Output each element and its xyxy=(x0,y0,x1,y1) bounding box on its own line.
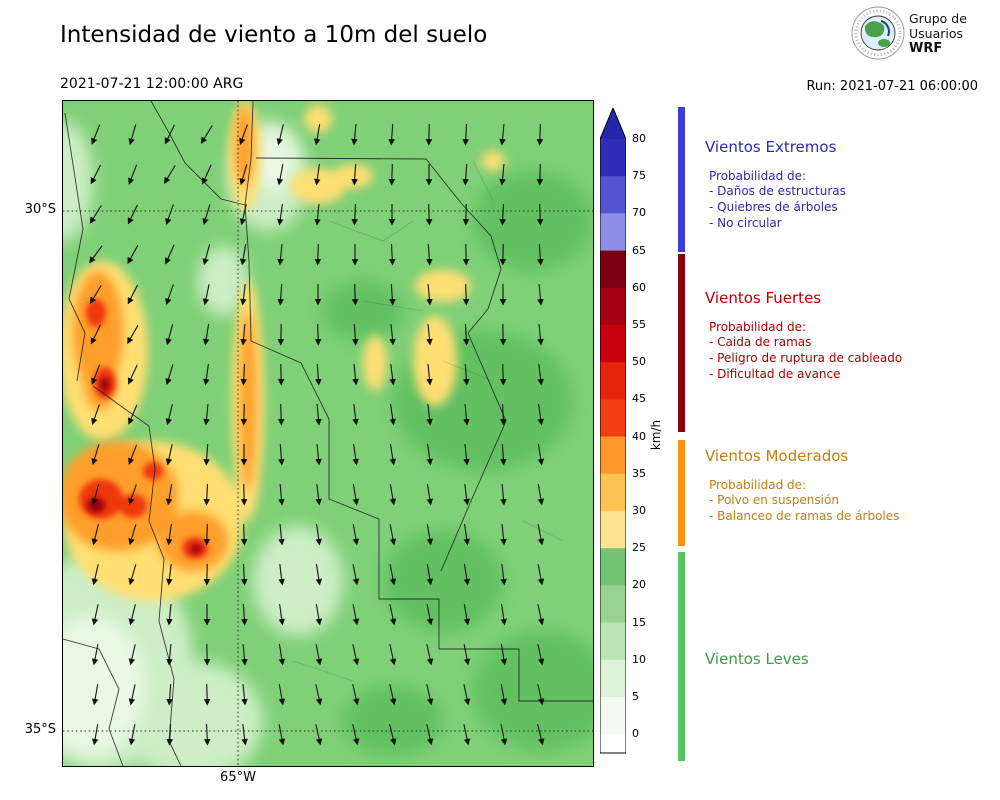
logo-line: Grupo de xyxy=(909,11,967,26)
colorbar-tick-label: 20 xyxy=(632,578,646,592)
colorbar-tick-label: 55 xyxy=(632,318,646,331)
page-title: Intensidad de viento a 10m del suelo xyxy=(60,22,488,48)
colorbar-unit-label: km/h xyxy=(649,419,663,451)
category-title: Vientos Leves xyxy=(705,650,809,668)
category-title: Vientos Extremos xyxy=(705,138,837,156)
colorbar-tick-label: 30 xyxy=(632,504,646,517)
category-title: Vientos Fuertes xyxy=(705,289,822,307)
colorbar-outline xyxy=(599,106,627,754)
colorbar-tick-label: 40 xyxy=(632,429,646,443)
category-bar-moderados xyxy=(678,440,685,546)
colorbar-segments xyxy=(600,139,626,735)
legend-category-moderados: Vientos Moderados Probabilidad de: - Pol… xyxy=(705,447,990,524)
colorbar-tick-label: 50 xyxy=(632,355,646,369)
category-item: - Quiebres de árboles xyxy=(709,200,838,214)
colorbar-tick-label: 80 xyxy=(632,132,646,145)
colorbar-tick-label: 5 xyxy=(632,690,639,703)
province-borders xyxy=(62,100,593,767)
legend-category-leves: Vientos Leves xyxy=(705,650,990,668)
lat-tick-label-30s: 30°S xyxy=(24,202,56,217)
category-bar-extremos xyxy=(678,107,685,252)
valid-time-label: 2021-07-21 12:00:00 ARG xyxy=(60,76,244,92)
category-item: - Dificultad de avance xyxy=(709,367,841,381)
probability-label: Probabilidad de: xyxy=(709,320,807,334)
category-item: - Caida de ramas xyxy=(709,335,812,349)
colorbar-tick-label: 75 xyxy=(632,169,646,183)
colorbar-tick-label: 65 xyxy=(632,243,646,257)
category-item: - Peligro de ruptura de cableado xyxy=(709,351,903,365)
category-bar-leves xyxy=(678,552,685,761)
lon-tick-label-65w: 65°W xyxy=(220,770,256,785)
colorbar-tick-label: 0 xyxy=(632,727,639,741)
logo-line-wrf: WRF xyxy=(909,41,943,56)
colorbar-tick-label: 45 xyxy=(632,392,646,406)
legend-category-fuertes: Vientos Fuertes Probabilidad de: - Caida… xyxy=(705,289,990,382)
wind-map-canvas xyxy=(13,100,613,781)
wrf-globe-logo-icon xyxy=(850,5,906,61)
probability-label: Probabilidad de: xyxy=(709,478,807,492)
run-time-label: Run: 2021-07-21 06:00:00 xyxy=(806,79,978,94)
category-item: - No circular xyxy=(709,216,782,230)
department-borders xyxy=(292,160,564,682)
map-plot xyxy=(13,100,613,781)
category-bar-fuertes xyxy=(678,254,685,432)
legend-category-extremos: Vientos Extremos Probabilidad de: - Daño… xyxy=(705,138,990,231)
colorbar-tick-label: 60 xyxy=(632,280,646,294)
colorbar-tick-label: 35 xyxy=(632,466,646,480)
graticule-gridlines xyxy=(63,101,593,766)
category-item: - Daños de estructuras xyxy=(709,184,846,198)
category-item: - Polvo en suspensión xyxy=(709,493,839,507)
colorbar-over-arrow xyxy=(600,108,626,139)
colorbar-tick-label: 70 xyxy=(632,206,646,220)
colorbar-under-segment xyxy=(600,734,626,753)
lat-tick-label-35s: 35°S xyxy=(24,722,56,737)
logo-line: Usuarios xyxy=(909,26,964,41)
category-title: Vientos Moderados xyxy=(705,447,849,465)
colorbar-tick-label: 25 xyxy=(632,541,646,555)
colorbar-tick-labels: 80 75 70 65 60 55 50 45 40 35 30 25 20 15 10 5 0 xyxy=(632,108,662,768)
calm-regions xyxy=(36,131,295,756)
colorbar xyxy=(599,106,627,754)
category-item: - Balanceo de ramas de árboles xyxy=(709,509,900,523)
wind-direction-arrows xyxy=(89,123,545,746)
logo-text: Grupo de Usuarios WRF xyxy=(909,11,967,56)
colorbar-tick-label: 10 xyxy=(632,652,646,666)
probability-label: Probabilidad de: xyxy=(709,169,807,183)
colorbar-tick-label: 15 xyxy=(632,615,646,629)
